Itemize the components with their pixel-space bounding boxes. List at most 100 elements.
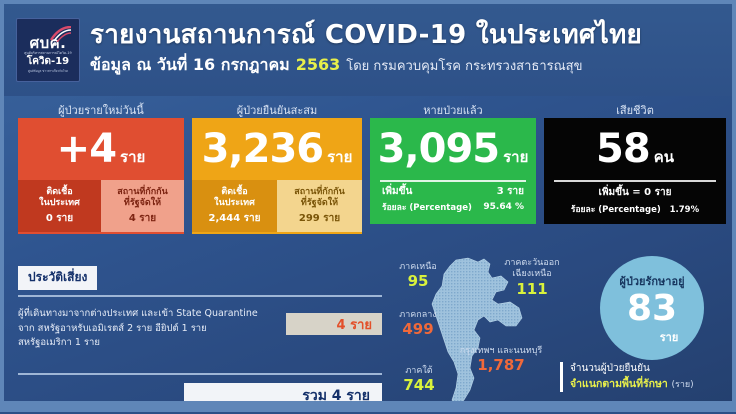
new-cases-unit: ราย (120, 148, 146, 166)
active-cases-unit: ราย (659, 331, 679, 344)
region-central-name: ภาคกลาง (399, 310, 437, 320)
risk-history-badge: ประวัติเสี่ยง (18, 266, 98, 290)
label-deaths: เสียชีวิต (616, 104, 654, 117)
card-label-row: ผู้ป่วยรายใหม่วันนี้ ผู้ป่วยยืนยันสะสม ห… (4, 101, 732, 117)
risk-body: ผู้ที่เดินทางมาจากต่างประเทศ และเข้า Sta… (18, 307, 382, 373)
recovered-percent-row: ร้อยละ (Percentage) 95.64 % (370, 199, 536, 214)
logo-line1: ศบค. (29, 33, 67, 52)
region-north-value: 95 (407, 272, 429, 291)
region-northeast-name2: เฉียงเหนือ (512, 269, 552, 280)
region-bangkok-value: 1,787 (477, 356, 525, 375)
recovered-increase-row: เพิ่มขึ้น 3 ราย (370, 182, 536, 199)
logo-line2: โควิด-19 (26, 56, 70, 68)
new-cases-domestic: ติดเชื้อ ในประเทศ 0 ราย (18, 180, 101, 232)
new-cases-quarantine: สถานที่กักกัน ที่รัฐจัดให้ 4 ราย (101, 180, 184, 232)
region-south-name: ภาคใต้ (405, 366, 433, 376)
thailand-map-icon (431, 257, 523, 407)
deaths-percent-value: 1.79% (669, 205, 700, 215)
new-cases-quarantine-value: 4 ราย (128, 212, 157, 224)
recovered-increase-label: เพิ่มขึ้น (382, 186, 413, 197)
region-bangkok-name: กรุงเทพฯ และนนทบุรี (459, 346, 543, 356)
risk-count-pill: 4 ราย (286, 313, 382, 335)
region-central-value: 499 (402, 320, 434, 339)
legend-unit: (ราย) (671, 379, 694, 390)
risk-line-2: จาก สหรัฐอาหรับเอมิเรตส์ 2 ราย อียิปต์ 1… (18, 322, 207, 334)
risk-description: ผู้ที่เดินทางมาจากต่างประเทศ และเข้า Sta… (18, 307, 276, 351)
recovered-divider (380, 180, 526, 182)
active-cases-value: 83 (626, 288, 678, 329)
region-north: ภาคเหนือ 95 (382, 262, 454, 290)
legend-line-2-text: จำแนกตามพื้นที่รักษา (570, 377, 668, 390)
cumulative-quarantine-l1: สถานที่กักกัน (294, 187, 345, 197)
risk-divider-top (18, 295, 382, 297)
risk-line-3: สหรัฐอเมริกา 1 ราย (18, 337, 100, 349)
legend-text: จำนวนผู้ป่วยยืนยัน จำแนกตามพื้นที่รักษา … (570, 362, 694, 392)
map-legend: จำนวนผู้ป่วยยืนยัน จำแนกตามพื้นที่รักษา … (560, 362, 736, 392)
new-cases-domestic-l1: ติดเชื้อ (46, 187, 73, 197)
region-northeast: ภาคตะวันออก เฉียงเหนือ 111 (486, 258, 578, 297)
logo-sub1: ศูนย์บริหารสถานการณ์โควิด-19 (24, 50, 72, 55)
page-title: รายงานสถานการณ์ COVID-19 ในประเทศไทย (90, 20, 643, 51)
recovered-unit: ราย (503, 148, 529, 166)
deaths-percent-row: ร้อยละ (Percentage) 1.79% (544, 200, 726, 216)
risk-count-value: 4 ราย (336, 317, 372, 333)
legend-rule (560, 362, 563, 392)
region-bangkok: กรุงเทพฯ และนนทบุรี 1,787 (442, 346, 560, 374)
header-year: 2563 (295, 54, 341, 74)
recovered-value-row: 3,095 ราย (370, 118, 536, 180)
cumulative-domestic: ติดเชื้อ ในประเทศ 2,444 ราย (192, 180, 277, 232)
header-bar: ศบค. ศูนย์บริหารสถานการณ์โควิด-19 โควิด-… (4, 4, 732, 96)
deaths-unit: คน (653, 148, 674, 166)
legend-line-1: จำนวนผู้ป่วยยืนยัน (570, 363, 650, 374)
swoosh-icon (50, 26, 72, 42)
cumulative-unit: ราย (327, 148, 353, 166)
stat-card-deaths: 58 คน เพิ่มขึ้น = 0 ราย ร้อยละ (Percenta… (544, 118, 726, 224)
label-recovered: หายป่วยแล้ว (423, 104, 483, 117)
region-northeast-name: ภาคตะวันออก (504, 258, 560, 268)
stat-card-new-cases: +4 ราย ติดเชื้อ ในประเทศ 0 ราย สถานที่กั… (18, 118, 184, 234)
header-text: รายงานสถานการณ์ COVID-19 ในประเทศไทย ข้อ… (90, 22, 642, 77)
label-new-cases: ผู้ป่วยรายใหม่วันนี้ (58, 104, 144, 117)
cumulative-breakdown: ติดเชื้อ ในประเทศ 2,444 ราย สถานที่กักกั… (192, 180, 362, 232)
deaths-divider (554, 180, 716, 182)
header-source: โดย กรมควบคุมโรค กระทรวงสาธารณสุข (346, 58, 583, 74)
risk-divider-bottom (18, 373, 382, 375)
risk-line-1: ผู้ที่เดินทางมาจากต่างประเทศ และเข้า Sta… (18, 308, 258, 319)
deaths-increase: เพิ่มขึ้น = 0 ราย (598, 187, 672, 198)
cumulative-domestic-l2: ในประเทศ (214, 198, 255, 209)
risk-history-section: ประวัติเสี่ยง ผู้ที่เดินทางมาจากต่างประเ… (18, 266, 382, 408)
recovered-percent-value: 95.64 % (483, 202, 524, 212)
label-cumulative: ผู้ป่วยยืนยันสะสม (236, 104, 318, 117)
legend-line-2: จำแนกตามพื้นที่รักษา (ราย) (570, 377, 694, 392)
cumulative-domestic-l1: ติดเชื้อ (221, 187, 248, 197)
header-subline: ข้อมูล ณ วันที่ 16 กรกฎาคม 2563 โดย กรมค… (90, 53, 642, 78)
active-cases-bubble: ผู้ป่วยรักษาอยู่ 83 ราย (600, 256, 704, 360)
footer-bar (4, 401, 732, 408)
region-northeast-value: 111 (516, 279, 548, 298)
cumulative-value-row: 3,236 ราย (192, 118, 362, 180)
region-north-name: ภาคเหนือ (399, 262, 437, 272)
thailand-map-section: ภาคเหนือ 95 ภาคตะวันออก เฉียงเหนือ 111 ภ… (382, 254, 582, 414)
region-south: ภาคใต้ 744 (384, 366, 454, 394)
logo-sub2: ศูนย์ข้อมูล ข่าวสารเกี่ยวกับโรค (27, 69, 69, 74)
deaths-value: 58 (596, 126, 651, 172)
cumulative-value: 3,236 (201, 126, 325, 172)
cumulative-domestic-value: 2,444 ราย (208, 212, 261, 224)
cumulative-quarantine-value: 299 ราย (298, 212, 341, 224)
risk-total-value: รวม 4 ราย (302, 387, 370, 404)
new-cases-quarantine-l1: สถานที่กักกัน (117, 187, 168, 197)
active-cases-label: ผู้ป่วยรักษาอยู่ (619, 275, 685, 288)
recovered-percent-label: ร้อยละ (Percentage) (382, 203, 472, 213)
new-cases-domestic-l2: ในประเทศ (39, 198, 80, 209)
recovered-value: 3,095 (377, 126, 501, 172)
new-cases-breakdown: ติดเชื้อ ในประเทศ 0 ราย สถานที่กักกัน ที… (18, 180, 184, 232)
deaths-value-row: 58 คน (544, 118, 726, 180)
region-south-value: 744 (403, 376, 435, 395)
header-date-prefix: ข้อมูล ณ วันที่ 16 กรกฎาคม (90, 54, 290, 74)
new-cases-quarantine-l2: ที่รัฐจัดให้ (123, 198, 162, 209)
stat-card-recovered: 3,095 ราย เพิ่มขึ้น 3 ราย ร้อยละ (Percen… (370, 118, 536, 224)
new-cases-value: +4 (56, 126, 117, 172)
new-cases-value-row: +4 ราย (18, 118, 184, 180)
region-central: ภาคกลาง 499 (382, 310, 454, 338)
